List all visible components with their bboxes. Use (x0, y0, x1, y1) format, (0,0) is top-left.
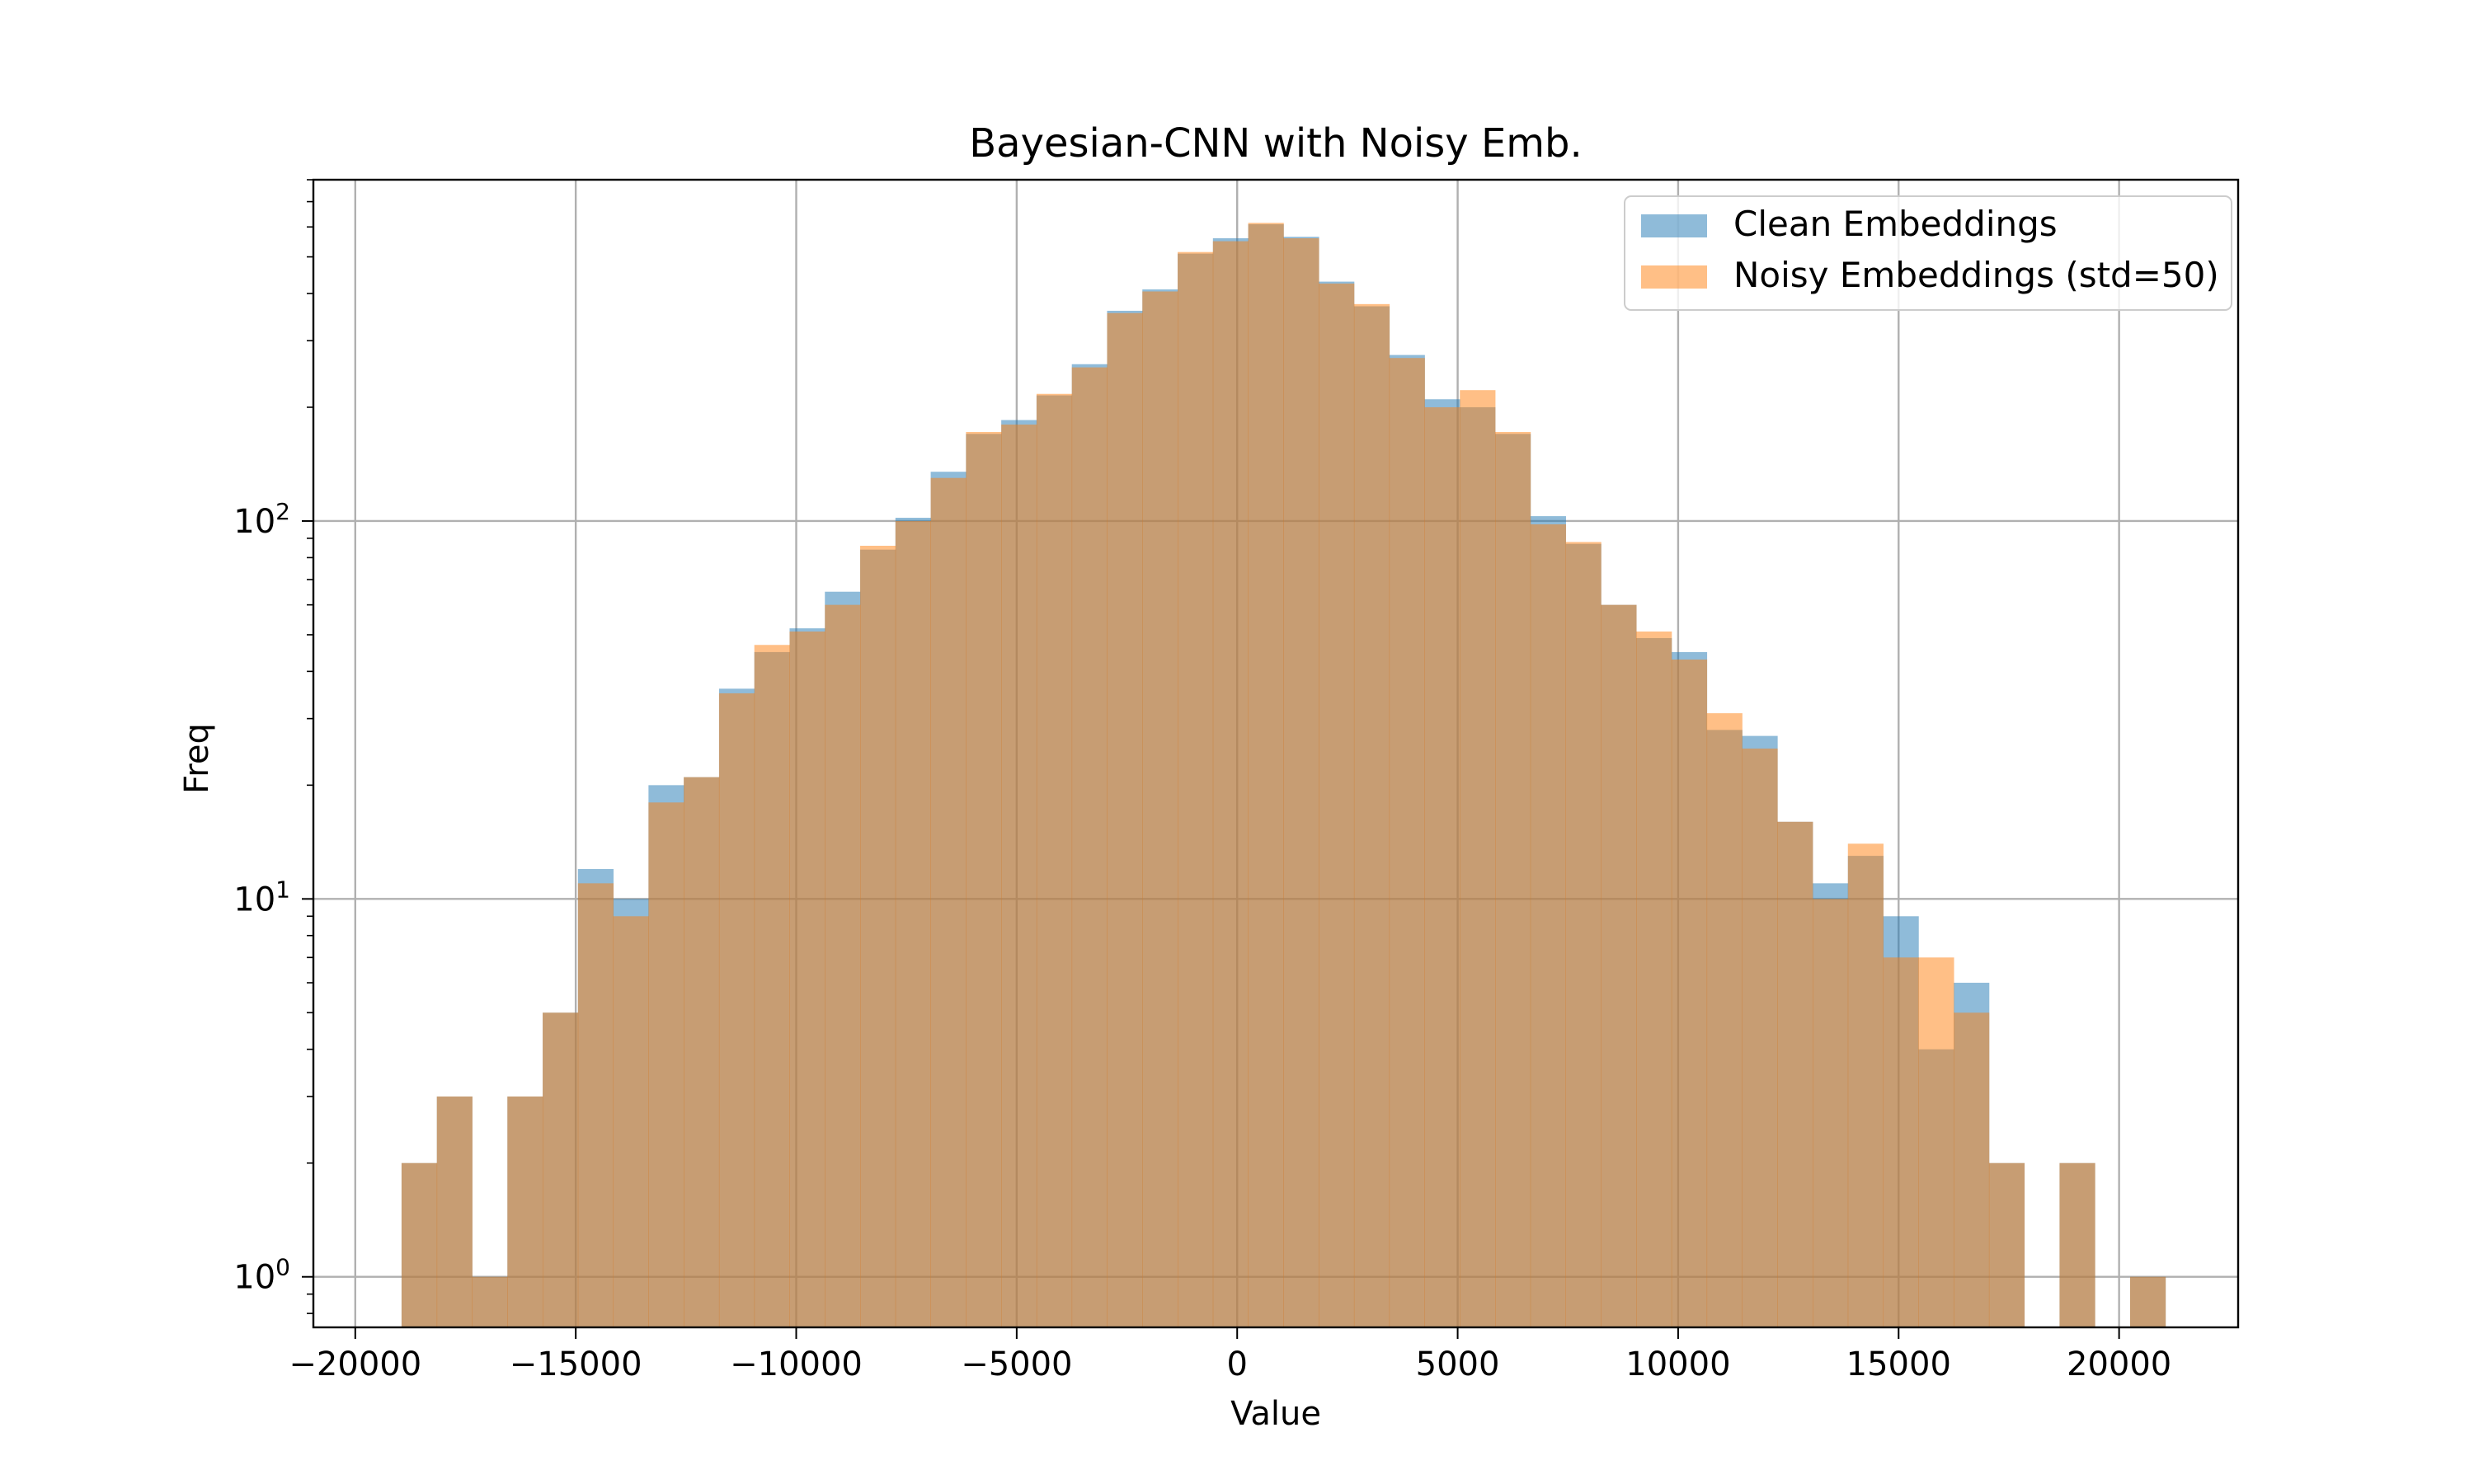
y-axis-label: Freq (178, 723, 216, 794)
histogram-bar (436, 1097, 473, 1327)
y-tick-label: 102 (233, 498, 290, 541)
histogram-bar (1319, 283, 1355, 1327)
histogram-bar (1988, 1162, 2025, 1327)
x-tick-label: 5000 (1416, 1345, 1500, 1383)
histogram-bar (1565, 542, 1602, 1327)
legend-label: Clean Embeddings (1733, 204, 2058, 244)
histogram-bar (1742, 748, 1778, 1327)
y-tick-label: 100 (233, 1254, 290, 1297)
legend-label: Noisy Embeddings (std=50) (1733, 255, 2219, 295)
histogram-bar (1107, 312, 1143, 1327)
histogram-bar (1142, 291, 1178, 1327)
legend: Clean Embeddings Noisy Embeddings (std=50… (1624, 195, 2232, 311)
histogram-bar (648, 802, 684, 1327)
histogram-bar (401, 1162, 438, 1327)
histogram-bar (577, 883, 614, 1327)
histogram-bar (860, 545, 896, 1327)
legend-box (1624, 195, 2232, 311)
plot-area: −20000 −15000 −10000 −5000 0 5000 10000 15000 20… (233, 178, 2240, 1383)
legend-swatch (1641, 214, 1707, 237)
x-axis-label: Value (1230, 1395, 1321, 1433)
histogram-bar (789, 632, 825, 1327)
histogram-bar (895, 520, 931, 1327)
chart-title: Bayesian-CNN with Noisy Emb. (969, 120, 1583, 167)
x-tick-label: 15000 (1846, 1345, 1951, 1383)
histogram-bar (1636, 632, 1672, 1327)
x-tick-label: −15000 (510, 1345, 642, 1383)
x-tick-label: −10000 (730, 1345, 863, 1383)
histogram-bar (1954, 1012, 1990, 1327)
histogram-bar (1001, 424, 1037, 1327)
y-minor-ticks (307, 179, 313, 1314)
histogram-bar (2059, 1162, 2095, 1327)
histogram-bar (1918, 957, 1954, 1327)
histogram-bar (825, 604, 861, 1327)
histogram-bar (1389, 358, 1425, 1327)
histogram-bar (1212, 241, 1249, 1327)
plot-frame (312, 178, 2240, 1329)
histogram-bar (1777, 821, 1813, 1327)
histogram-bar (1671, 659, 1708, 1327)
histogram-bar (684, 777, 720, 1327)
histogram-bar (1424, 406, 1460, 1327)
x-tick-label: −20000 (289, 1345, 421, 1383)
histogram-bar (1847, 843, 1884, 1327)
histogram-bar (472, 1276, 508, 1327)
histogram-bar (1248, 223, 1284, 1327)
histogram-bar (1036, 393, 1073, 1327)
histogram-bar (1495, 431, 1531, 1327)
histogram-bar (1460, 390, 1496, 1327)
x-ticks: −20000 −15000 −10000 −5000 0 5000 10000 15000 20… (289, 1327, 2171, 1383)
histogram-bar (966, 431, 1002, 1327)
histogram-bar (507, 1097, 543, 1327)
histogram-bar (1178, 251, 1214, 1327)
histogram-bar (1883, 957, 1919, 1327)
histogram-bar (613, 916, 649, 1327)
histogram-bar (2130, 1276, 2166, 1327)
series-noisy (401, 223, 2166, 1327)
histogram-bar (1706, 713, 1743, 1327)
y-tick-label: 101 (233, 876, 290, 918)
histogram-bar (1601, 604, 1637, 1327)
histogram-bar (1530, 524, 1566, 1327)
legend-swatch (1641, 265, 1707, 289)
histogram-bar (1283, 238, 1319, 1327)
x-tick-label: 20000 (2067, 1345, 2171, 1383)
x-tick-label: 0 (1226, 1345, 1247, 1383)
histogram-bar (930, 477, 967, 1327)
x-tick-label: 10000 (1625, 1345, 1730, 1383)
histogram-bar (718, 693, 755, 1327)
histogram-bar (1813, 899, 1849, 1327)
histogram-bar (754, 645, 790, 1327)
x-tick-label: −5000 (961, 1345, 1072, 1383)
histogram-bar (1071, 367, 1108, 1327)
histogram-bar (1353, 303, 1390, 1327)
histogram-bar (543, 1012, 579, 1327)
y-ticks: 100 101 102 (233, 498, 313, 1297)
